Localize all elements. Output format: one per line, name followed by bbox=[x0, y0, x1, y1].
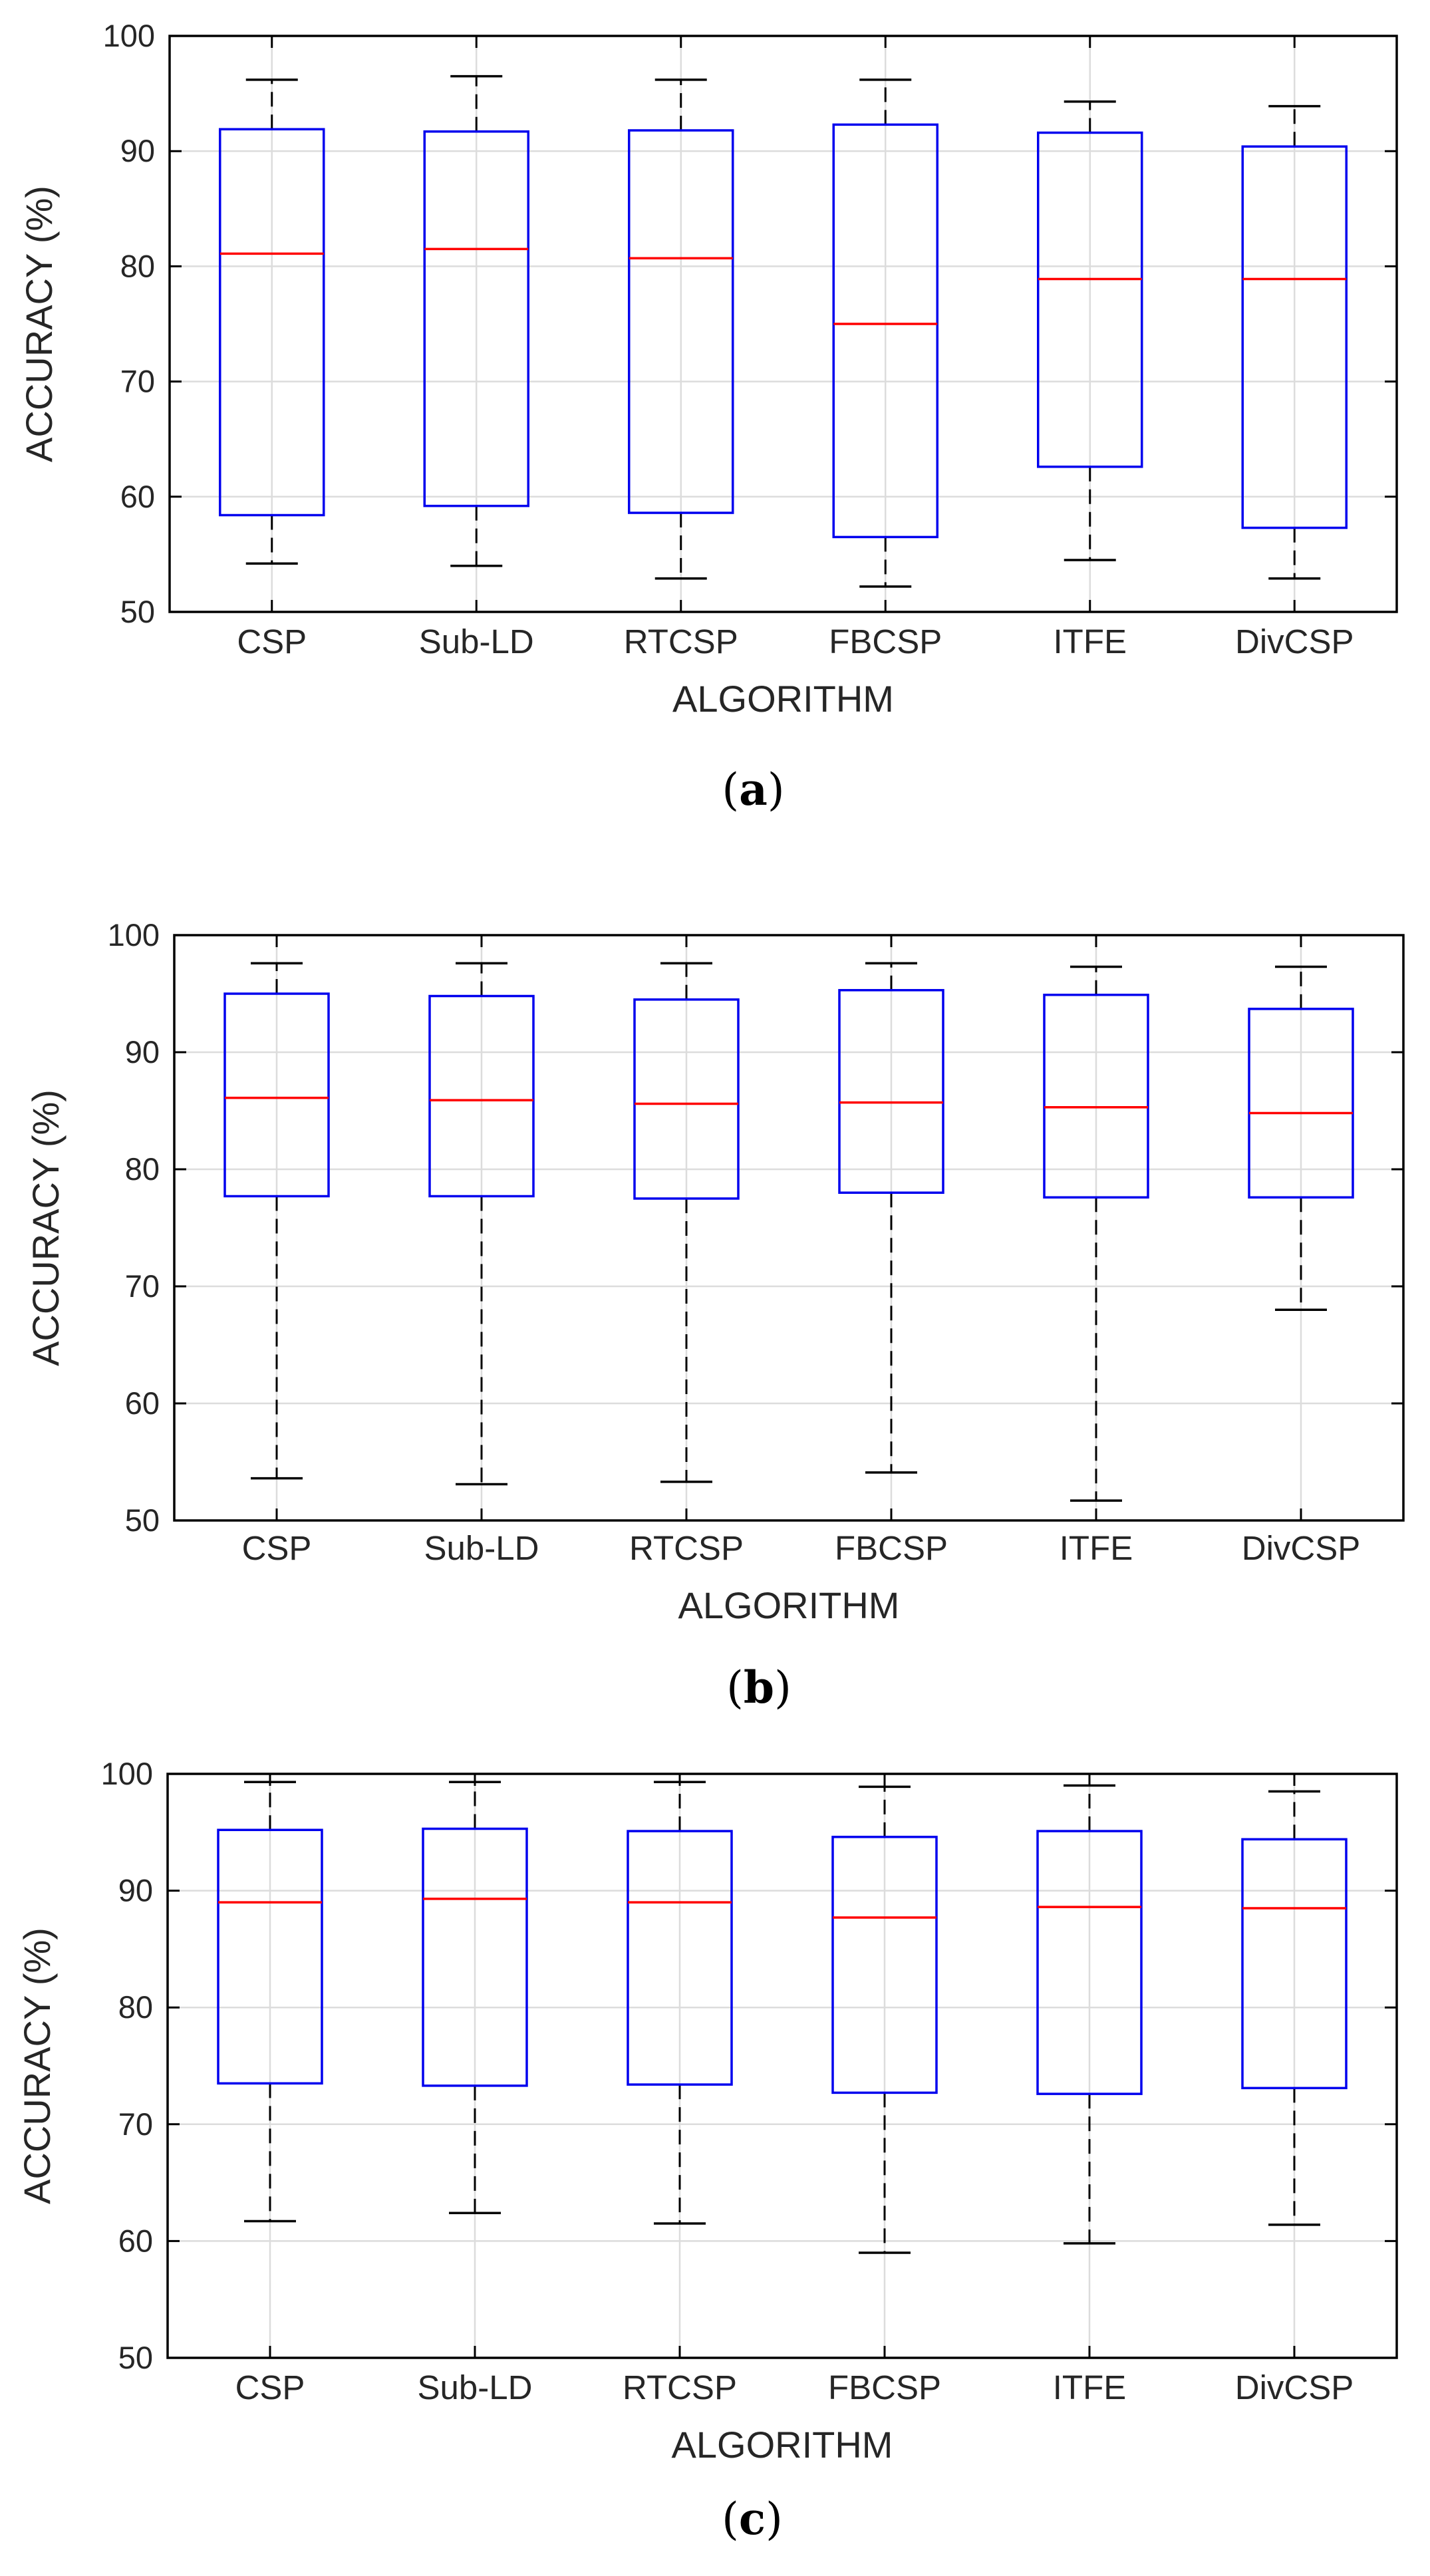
x-tick-label: RTCSP bbox=[624, 623, 738, 660]
x-tick-label: CSP bbox=[237, 623, 307, 660]
y-tick-label: 100 bbox=[103, 18, 155, 53]
caption-letter: b bbox=[744, 1661, 774, 1713]
y-tick-label: 80 bbox=[120, 248, 155, 283]
x-tick-label: ITFE bbox=[1054, 623, 1127, 660]
y-axis-label: ACCURACY (%) bbox=[16, 1928, 58, 2204]
y-tick-label: 50 bbox=[120, 594, 155, 629]
box-csp bbox=[217, 1781, 323, 2223]
box-csp bbox=[219, 78, 325, 565]
y-tick-label: 100 bbox=[101, 1756, 153, 1791]
iqr-box bbox=[219, 128, 325, 517]
x-axis-label: ALGORITHM bbox=[672, 678, 894, 720]
y-tick-label: 80 bbox=[125, 1151, 160, 1187]
panel-caption: (c) bbox=[722, 2493, 783, 2545]
x-tick-label: ITFE bbox=[1060, 1529, 1133, 1567]
box-rtcsp bbox=[633, 962, 740, 1483]
x-axis-label: ALGORITHM bbox=[678, 1584, 900, 1626]
iqr-box bbox=[1043, 994, 1149, 1199]
y-tick-label: 60 bbox=[120, 479, 155, 514]
caption-close-paren: ) bbox=[768, 764, 785, 815]
x-axis-label: ALGORITHM bbox=[672, 2424, 893, 2466]
box-itfe bbox=[1043, 965, 1149, 1502]
box-sub-ld bbox=[428, 962, 535, 1486]
chart-panel-b: 50 60 70 80 90 100 CSP Sub-LD RTCSP FBCSP ITFE DivC… bbox=[25, 917, 1405, 1713]
iqr-box bbox=[628, 129, 734, 514]
x-tick-label: RTCSP bbox=[623, 2368, 737, 2406]
box-divcsp bbox=[1241, 1790, 1348, 2226]
box-rtcsp bbox=[628, 78, 734, 580]
axes-frame bbox=[166, 1773, 1398, 2359]
iqr-box bbox=[832, 123, 938, 539]
x-tick-label: Sub-LD bbox=[418, 2368, 533, 2406]
iqr-box bbox=[217, 1828, 323, 2085]
iqr-box bbox=[1037, 131, 1143, 468]
y-tick-label: 60 bbox=[118, 2223, 153, 2258]
y-tick-label: 90 bbox=[120, 133, 155, 168]
iqr-box bbox=[422, 1827, 528, 2087]
box-fbcsp bbox=[838, 962, 944, 1474]
x-tick-label: CSP bbox=[242, 1529, 312, 1567]
caption-letter: a bbox=[739, 764, 768, 815]
box-fbcsp bbox=[832, 78, 938, 588]
panel-caption: (b) bbox=[726, 1661, 791, 1713]
y-tick-label: 90 bbox=[125, 1034, 160, 1070]
x-tick-label: Sub-LD bbox=[419, 623, 534, 660]
iqr-box bbox=[633, 998, 740, 1200]
iqr-box bbox=[831, 1836, 938, 2094]
y-tick-label: 50 bbox=[118, 2340, 153, 2375]
caption-close-paren: ) bbox=[766, 2494, 783, 2545]
iqr-box bbox=[1248, 1008, 1354, 1199]
chart-panel-c: 50 60 70 80 90 100 CSP Sub-LD RTCSP FBCSP ITFE DivC… bbox=[16, 1756, 1398, 2545]
iqr-box bbox=[428, 994, 535, 1198]
caption-letter: c bbox=[739, 2493, 766, 2545]
box-divcsp bbox=[1248, 965, 1354, 1311]
y-tick-label: 70 bbox=[125, 1268, 160, 1304]
y-axis-label: ACCURACY (%) bbox=[25, 1089, 67, 1366]
caption-open-paren: ( bbox=[726, 1662, 744, 1713]
iqr-box bbox=[838, 988, 944, 1194]
axes-frame bbox=[173, 934, 1405, 1522]
x-tick-label: Sub-LD bbox=[424, 1529, 539, 1567]
y-tick-label: 70 bbox=[120, 364, 155, 399]
y-tick-label: 70 bbox=[118, 2106, 153, 2142]
iqr-box bbox=[1036, 1830, 1143, 2095]
iqr-box bbox=[223, 992, 330, 1198]
box-sub-ld bbox=[423, 74, 529, 567]
chart-panel-a: 50 60 70 80 90 100 CSP Sub-LD RTCSP FBCSP ITFE DivC… bbox=[18, 18, 1398, 815]
panel-caption: (a) bbox=[722, 764, 784, 815]
box-sub-ld bbox=[422, 1781, 528, 2215]
iqr-box bbox=[1241, 1838, 1348, 2090]
x-tick-label: RTCSP bbox=[629, 1529, 744, 1567]
caption-open-paren: ( bbox=[722, 764, 739, 815]
iqr-box bbox=[1241, 145, 1348, 529]
y-tick-label: 90 bbox=[118, 1873, 153, 1908]
x-tick-label: FBCSP bbox=[828, 2368, 941, 2406]
box-divcsp bbox=[1241, 104, 1348, 580]
x-tick-label: CSP bbox=[235, 2368, 305, 2406]
x-tick-label: DivCSP bbox=[1235, 623, 1354, 660]
box-csp bbox=[223, 962, 330, 1480]
y-axis-label: ACCURACY (%) bbox=[18, 186, 60, 462]
box-itfe bbox=[1037, 100, 1143, 561]
x-tick-label: FBCSP bbox=[835, 1529, 948, 1567]
axes-frame bbox=[168, 35, 1398, 613]
x-tick-label: DivCSP bbox=[1235, 2368, 1354, 2406]
caption-close-paren: ) bbox=[774, 1662, 791, 1713]
y-tick-label: 60 bbox=[125, 1385, 160, 1421]
iqr-box bbox=[423, 130, 529, 507]
caption-open-paren: ( bbox=[722, 2494, 739, 2545]
iqr-box bbox=[627, 1830, 733, 2086]
x-tick-label: ITFE bbox=[1053, 2368, 1127, 2406]
x-tick-label: FBCSP bbox=[829, 623, 942, 660]
y-tick-label: 100 bbox=[108, 917, 160, 952]
y-tick-label: 50 bbox=[125, 1503, 160, 1538]
x-tick-label: DivCSP bbox=[1242, 1529, 1361, 1567]
y-tick-label: 80 bbox=[118, 1989, 153, 2025]
box-fbcsp bbox=[831, 1785, 938, 2254]
